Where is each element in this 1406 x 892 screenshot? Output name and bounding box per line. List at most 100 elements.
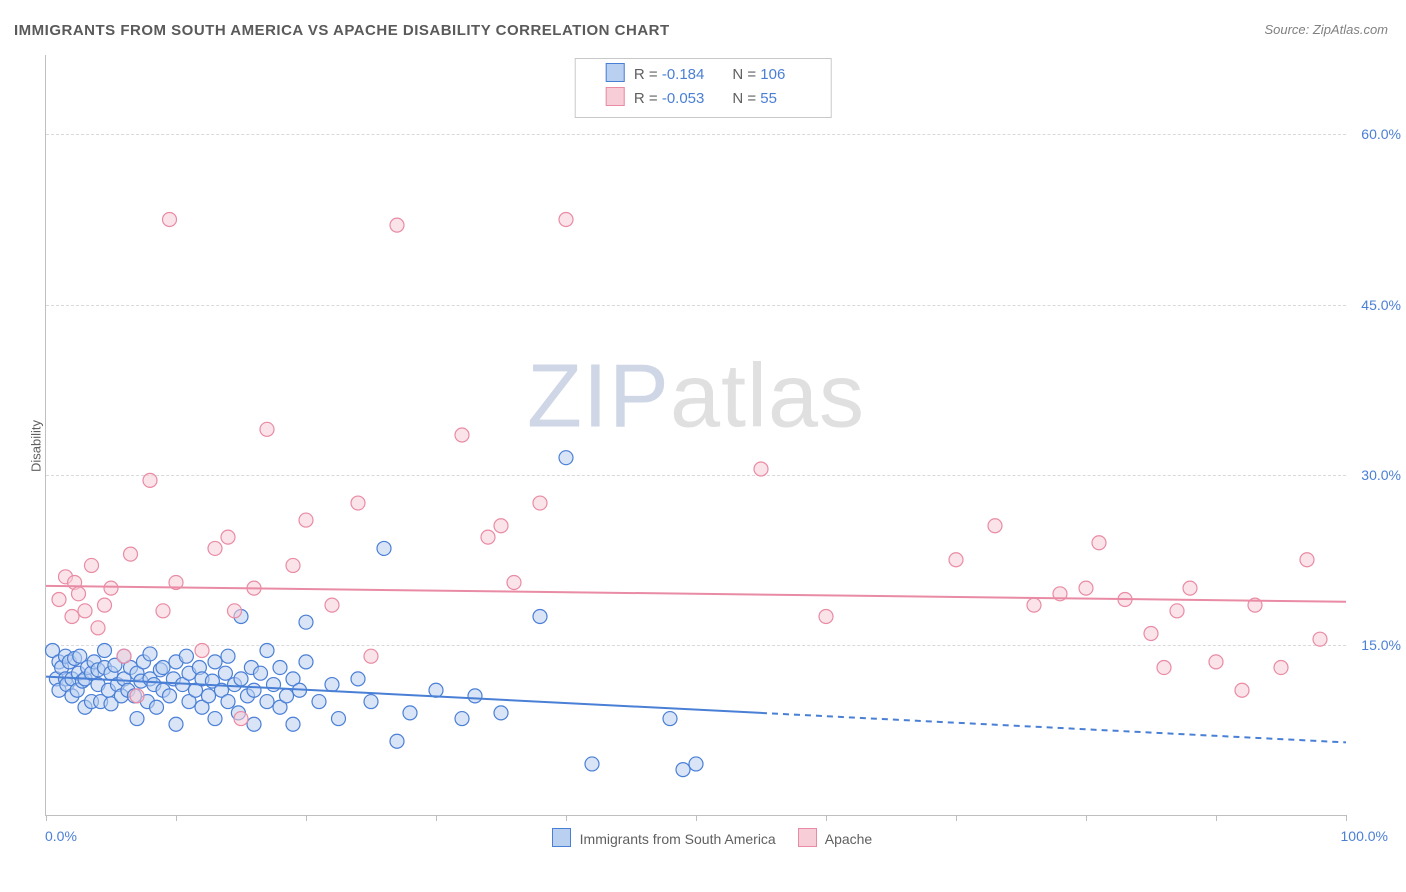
data-point xyxy=(117,649,131,663)
data-point xyxy=(689,757,703,771)
x-tick xyxy=(436,815,437,821)
data-point xyxy=(559,451,573,465)
legend-swatch-pink xyxy=(798,828,817,847)
y-tick-label: 30.0% xyxy=(1361,467,1401,483)
data-point xyxy=(104,581,118,595)
chart-title: IMMIGRANTS FROM SOUTH AMERICA VS APACHE … xyxy=(14,22,670,39)
r-label: R = xyxy=(634,66,658,83)
data-point xyxy=(163,689,177,703)
x-tick xyxy=(1346,815,1347,821)
data-point xyxy=(52,592,66,606)
data-point xyxy=(819,609,833,623)
data-point xyxy=(364,649,378,663)
x-tick xyxy=(566,815,567,821)
data-point xyxy=(202,689,216,703)
n-value-pink: 55 xyxy=(760,87,818,111)
data-point xyxy=(299,513,313,527)
data-point xyxy=(124,547,138,561)
data-point xyxy=(533,496,547,510)
data-point xyxy=(1092,536,1106,550)
legend-swatch-pink xyxy=(606,87,625,106)
data-point xyxy=(949,553,963,567)
data-point xyxy=(169,717,183,731)
data-point xyxy=(455,712,469,726)
r-label: R = xyxy=(634,90,658,107)
data-point xyxy=(1300,553,1314,567)
data-point xyxy=(260,422,274,436)
data-point xyxy=(1209,655,1223,669)
data-point xyxy=(299,615,313,629)
data-point xyxy=(156,604,170,618)
data-point xyxy=(754,462,768,476)
data-point xyxy=(390,734,404,748)
data-point xyxy=(286,717,300,731)
data-point xyxy=(299,655,313,669)
x-tick xyxy=(46,815,47,821)
legend-swatch-blue xyxy=(552,828,571,847)
data-point xyxy=(429,683,443,697)
data-point xyxy=(195,644,209,658)
data-point xyxy=(1183,581,1197,595)
data-point xyxy=(1313,632,1327,646)
data-point xyxy=(163,212,177,226)
data-point xyxy=(455,428,469,442)
data-point xyxy=(208,655,222,669)
legend-row-blue: R = -0.184 N = 106 xyxy=(588,63,819,87)
data-point xyxy=(1079,581,1093,595)
data-point xyxy=(325,598,339,612)
x-tick xyxy=(176,815,177,821)
data-point xyxy=(143,473,157,487)
x-tick xyxy=(1086,815,1087,821)
data-point xyxy=(507,575,521,589)
data-point xyxy=(247,717,261,731)
data-point xyxy=(234,712,248,726)
n-label: N = xyxy=(732,66,756,83)
data-point xyxy=(218,666,232,680)
data-point xyxy=(1274,661,1288,675)
data-point xyxy=(494,706,508,720)
data-point xyxy=(179,649,193,663)
data-point xyxy=(267,678,281,692)
data-point xyxy=(377,541,391,555)
y-tick-label: 45.0% xyxy=(1361,297,1401,313)
data-point xyxy=(273,661,287,675)
data-point xyxy=(208,712,222,726)
data-point xyxy=(1157,661,1171,675)
y-tick-label: 60.0% xyxy=(1361,126,1401,142)
data-point xyxy=(208,541,222,555)
data-point xyxy=(676,763,690,777)
correlation-legend: R = -0.184 N = 106 R = -0.053 N = 55 xyxy=(575,58,832,118)
r-value-blue: -0.184 xyxy=(662,63,720,87)
series-label-blue: Immigrants from South America xyxy=(580,831,776,847)
data-point xyxy=(559,212,573,226)
data-point xyxy=(65,609,79,623)
data-point xyxy=(494,519,508,533)
r-value-pink: -0.053 xyxy=(662,87,720,111)
data-point xyxy=(85,558,99,572)
data-point xyxy=(247,683,261,697)
data-point xyxy=(221,695,235,709)
x-tick xyxy=(956,815,957,821)
n-label: N = xyxy=(732,90,756,107)
data-point xyxy=(325,678,339,692)
data-point xyxy=(260,695,274,709)
series-legend: Immigrants from South America Apache xyxy=(0,828,1406,847)
data-point xyxy=(585,757,599,771)
source-label: Source: ZipAtlas.com xyxy=(1264,22,1388,37)
data-point xyxy=(390,218,404,232)
data-point xyxy=(1235,683,1249,697)
x-tick xyxy=(1216,815,1217,821)
trend-line xyxy=(761,713,1346,742)
data-point xyxy=(351,672,365,686)
plot-area: ZIPatlas 15.0%30.0%45.0%60.0% xyxy=(45,55,1346,816)
data-point xyxy=(228,604,242,618)
data-point xyxy=(533,609,547,623)
data-point xyxy=(91,621,105,635)
data-point xyxy=(78,604,92,618)
trend-line xyxy=(46,586,1346,602)
legend-row-pink: R = -0.053 N = 55 xyxy=(588,87,819,111)
data-point xyxy=(481,530,495,544)
data-point xyxy=(156,661,170,675)
data-point xyxy=(130,689,144,703)
series-label-pink: Apache xyxy=(825,831,872,847)
